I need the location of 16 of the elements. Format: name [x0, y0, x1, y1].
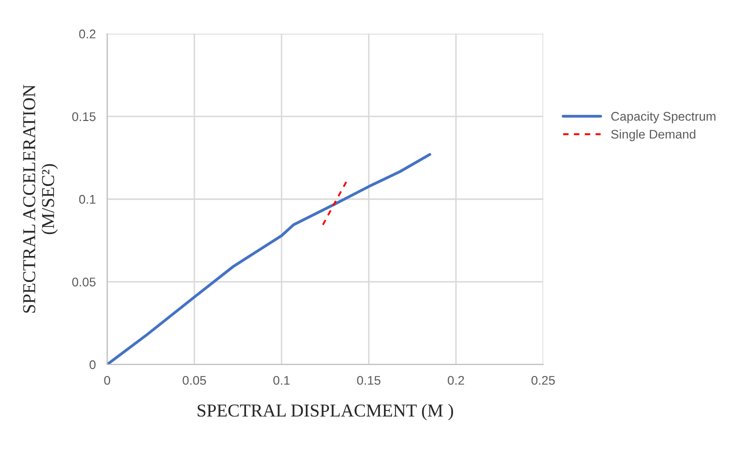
x-tick-label: 0.15	[357, 376, 380, 385]
legend-label: Capacity Spectrum	[611, 112, 716, 124]
y-tick-label: 0.15	[72, 112, 96, 122]
y-tick-label: 0.05	[72, 278, 96, 286]
y-tick-label: 0	[90, 360, 96, 370]
x-tick-label: 0	[104, 376, 110, 385]
y-tick-label: 0.2	[79, 30, 96, 38]
x-axis-title: SPECTRAL DISPLACMENT (M )	[198, 404, 454, 420]
x-tick-label: 0.05	[182, 376, 206, 385]
legend-label: Single Demand	[611, 129, 696, 142]
x-tick-label: 0.1	[273, 376, 290, 385]
y-axis-title: SPECTRAL ACCELERATION (M/SEC²)	[23, 84, 58, 313]
x-tick-label: 0.2	[448, 376, 464, 385]
x-tick-label: 0.25	[531, 376, 555, 385]
line-series	[107, 153, 432, 364]
y-tick-label: 0.1	[79, 194, 96, 204]
